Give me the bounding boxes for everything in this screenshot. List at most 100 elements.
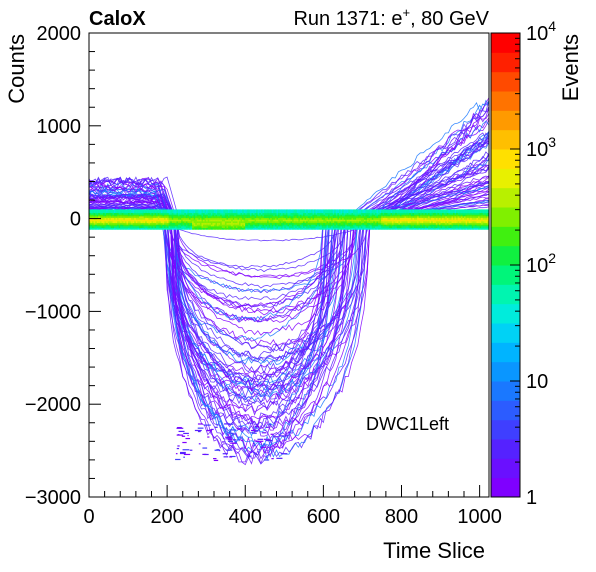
baseline-bin: [179, 209, 182, 214]
baseline-bin: [123, 209, 126, 214]
baseline-bin: [310, 209, 313, 214]
palette-swatch: [491, 33, 520, 53]
baseline-bin: [421, 209, 424, 214]
pulse-floor-bin: [225, 436, 231, 438]
x-tick-label: 200: [150, 506, 183, 528]
baseline-bin: [357, 209, 360, 214]
baseline-bin: [160, 209, 163, 214]
baseline-bin: [148, 209, 151, 214]
pulse-floor-bin: [178, 430, 185, 433]
baseline-bin: [92, 209, 95, 214]
baseline-bin: [473, 209, 476, 214]
run-label-rest: , 80 GeV: [410, 8, 490, 30]
pulse-floor-bin: [247, 456, 250, 458]
baseline-bin: [124, 209, 127, 214]
baseline-bin: [359, 209, 362, 214]
baseline-bin: [237, 209, 240, 214]
z-tick-label: 10: [526, 371, 548, 393]
baseline-bin: [398, 209, 401, 214]
waveform-trace: [88, 119, 490, 375]
pulse-floor-bin: [229, 456, 233, 458]
pulse-floor-bin: [276, 457, 283, 459]
baseline-bin: [328, 209, 331, 214]
baseline-bin: [226, 209, 229, 214]
baseline-bin: [249, 209, 252, 214]
pulse-floor-bin: [265, 426, 269, 428]
baseline-bin: [454, 209, 457, 214]
baseline-bin: [114, 209, 116, 214]
plot-area: [88, 97, 490, 466]
baseline-bin: [168, 209, 171, 214]
y-tick-label: −2000: [25, 394, 81, 416]
baseline-bin: [234, 209, 237, 214]
baseline-bin: [217, 209, 220, 214]
baseline-bin: [201, 209, 204, 214]
waveform-trace: [88, 97, 490, 421]
pulse-floor-bin: [176, 434, 184, 436]
baseline-bin: [132, 209, 135, 214]
baseline-bin: [392, 209, 395, 214]
waveform-trace: [88, 131, 490, 365]
palette-swatch: [491, 284, 520, 305]
pulse-floor-bin: [213, 459, 219, 462]
waveform-trace: [88, 138, 490, 383]
pulse-floor-bin: [197, 427, 204, 429]
baseline-bin: [246, 209, 249, 214]
y-tick-label: 2000: [37, 23, 82, 45]
baseline-bin: [476, 209, 479, 214]
baseline-bin: [185, 209, 188, 214]
palette-swatch: [491, 265, 520, 285]
baseline-bin: [448, 209, 451, 214]
pulse-floor-bin: [175, 458, 181, 461]
baseline-bin: [415, 209, 418, 214]
baseline-bin: [292, 209, 295, 214]
baseline-bin: [349, 209, 352, 214]
baseline-bin: [134, 209, 137, 214]
baseline-bin: [317, 209, 320, 214]
baseline-bin: [401, 209, 404, 214]
baseline-bin: [174, 209, 177, 214]
baseline-bin: [431, 209, 434, 214]
baseline-bin: [470, 209, 473, 214]
baseline-bin: [243, 209, 246, 214]
baseline-bin: [384, 209, 387, 214]
pulse-floor-bin: [223, 427, 225, 429]
baseline-bin: [218, 209, 221, 214]
pulse-floor-bin: [224, 423, 231, 425]
baseline-bin: [339, 209, 341, 214]
baseline-bin: [381, 209, 384, 214]
pulse-floor-bin: [230, 442, 237, 444]
baseline-bin: [274, 209, 277, 214]
baseline-bin: [379, 209, 382, 214]
pulse-floor-bin: [202, 447, 208, 449]
baseline-bin: [387, 209, 390, 214]
pulse-floor-bin: [177, 445, 180, 447]
baseline-bin: [149, 209, 152, 214]
baseline-bin: [484, 209, 487, 214]
x-tick-label: 1000: [457, 506, 502, 528]
baseline-bin: [189, 209, 191, 214]
baseline-bin: [131, 209, 134, 214]
baseline-bin: [353, 209, 356, 214]
baseline-bin: [368, 209, 371, 214]
baseline-bin: [264, 209, 266, 214]
palette-swatch: [491, 149, 520, 169]
pulse-floor-bin: [252, 442, 254, 444]
baseline-bin: [240, 209, 243, 214]
baseline-bin: [154, 209, 157, 214]
baseline-bin: [206, 209, 209, 214]
baseline-bin: [314, 209, 316, 214]
baseline-bin: [429, 209, 432, 214]
pulse-floor-bin: [256, 440, 264, 442]
pulse-floor-bin: [194, 429, 202, 432]
pulse-floor-bin: [265, 440, 273, 442]
pulse-floor-bin: [254, 425, 260, 428]
baseline-bin: [112, 209, 115, 214]
baseline-bin: [278, 209, 281, 214]
baseline-bin: [151, 209, 154, 214]
pulse-floor-bin: [182, 441, 187, 444]
baseline-bin: [432, 209, 435, 214]
y-axis: 2000 1000 0 −1000 −2000 −3000: [25, 23, 101, 509]
palette-swatch: [491, 458, 520, 479]
pulse-floor-bin: [253, 445, 256, 447]
